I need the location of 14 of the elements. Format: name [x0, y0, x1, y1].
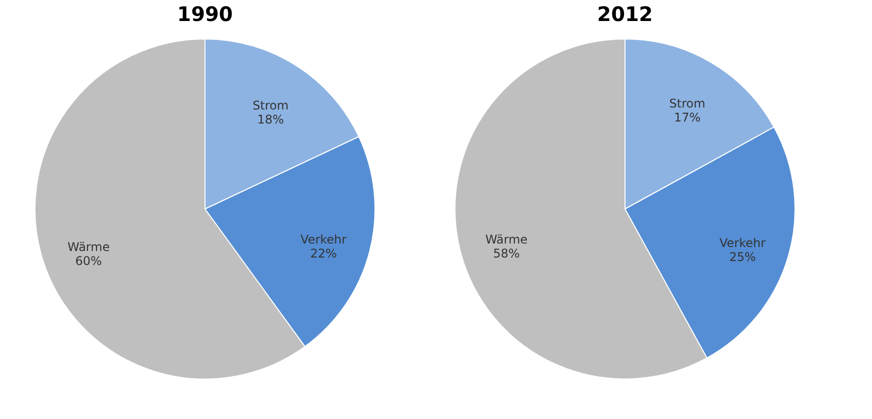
- chart-title: 2012: [597, 2, 653, 26]
- slice-label: Strom: [669, 96, 706, 111]
- data-label: 22%: [310, 246, 337, 260]
- data-label: 58%: [493, 246, 520, 260]
- data-label: 17%: [674, 110, 701, 125]
- slice-label: Wärme: [67, 240, 110, 254]
- data-label: 18%: [257, 112, 284, 127]
- chart-title: 1990: [177, 2, 233, 26]
- slice-label: Strom: [252, 98, 289, 113]
- data-label: 25%: [729, 250, 756, 264]
- data-label: 60%: [75, 254, 102, 268]
- slice-label: Wärme: [485, 232, 528, 246]
- slice-label: Verkehr: [300, 232, 347, 246]
- slice-label: Verkehr: [720, 236, 766, 250]
